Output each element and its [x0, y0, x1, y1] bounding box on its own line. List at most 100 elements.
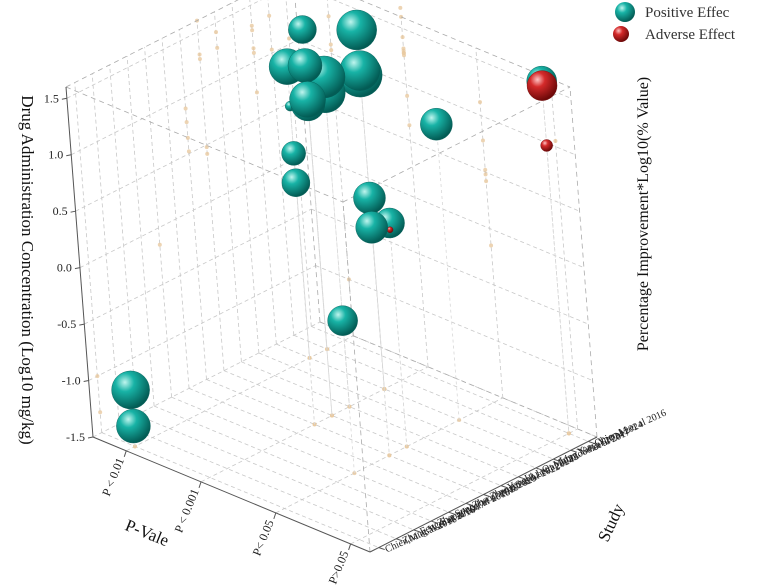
z-axis-line [65, 86, 94, 438]
wall-marker-left [184, 120, 189, 125]
wall-marker-back [398, 5, 403, 10]
y-tick-mark [535, 467, 543, 471]
drop-line [389, 229, 408, 447]
grid-line-left-z [66, 0, 262, 99]
grid-line-floor-p [350, 428, 578, 545]
z-tick-mark [83, 380, 89, 383]
grid-line-floor-study [223, 370, 502, 487]
wall-marker-back [553, 139, 558, 144]
bubble-adverse [386, 226, 394, 233]
y-tick-mark [588, 440, 595, 444]
bubble-positive [288, 15, 317, 44]
bubble-positive [336, 9, 377, 51]
y-tick-mark [483, 494, 490, 497]
wall-marker-left [183, 106, 188, 111]
grid-line-floor-study [119, 423, 397, 540]
y-tick-mark [378, 547, 385, 551]
drop-line [546, 145, 570, 434]
wall-marker-left [250, 28, 255, 33]
grid-line-floor-study [153, 405, 432, 522]
y-tick-mark [553, 458, 560, 462]
wall-marker-back [480, 138, 485, 143]
drop-line [295, 182, 315, 425]
wall-marker-left [197, 52, 202, 57]
y-tick-mark [413, 529, 420, 533]
wall-marker-left [185, 135, 190, 140]
z-tick-mark [66, 154, 72, 157]
grid-line-floor-study [136, 414, 414, 531]
grid-line-back-z [315, 265, 593, 381]
x-axis-title: P-Vale [122, 516, 171, 551]
drop-line [307, 99, 333, 416]
bubble-positive [327, 305, 358, 336]
wall-marker-left [98, 410, 103, 415]
z-tick-mark [61, 97, 67, 100]
y-tick-mark [448, 511, 455, 515]
wall-marker-left [251, 50, 256, 55]
legend: Positive Effec Adverse Effect [613, 2, 736, 43]
bubble-positive [339, 50, 381, 91]
box-edge [65, 0, 239, 88]
wall-marker-left [197, 57, 202, 62]
grid-line-floor-study [188, 387, 467, 504]
wall-marker-left [157, 242, 162, 247]
wall-marker-left [251, 46, 256, 51]
drop-line [324, 92, 350, 407]
legend-swatch-positive [615, 2, 635, 22]
y-tick-mark [570, 449, 577, 453]
x-tick-label: P< 0.05 [250, 518, 277, 558]
y-axis-title: Study [594, 500, 628, 544]
z-tick-label: 0.5 [53, 204, 68, 218]
size-axis-title: Percentage Improvement*Log10(% Value) [635, 77, 652, 351]
legend-swatch-adverse [613, 26, 629, 42]
bubbles [111, 9, 558, 444]
x-tick-mark [198, 481, 202, 489]
wall-marker-left [254, 90, 259, 95]
bubble-positive [281, 141, 306, 166]
grid-line-back-z [302, 95, 580, 212]
wall-marker-back [400, 35, 405, 40]
grid-line-left-study [231, 2, 260, 353]
wall-marker-back [484, 179, 489, 184]
x-axis-line [92, 436, 371, 553]
bubble-positive [287, 48, 323, 83]
grid-line-back-p [550, 78, 579, 429]
grid-line-floor-study [241, 361, 519, 478]
x-tick-label: P < 0.01 [99, 456, 127, 498]
box-edge [65, 86, 344, 203]
z-tick-mark [74, 267, 81, 270]
drop-line [342, 320, 355, 474]
grid-line-floor-study [311, 326, 589, 442]
box-edge [342, 86, 571, 203]
wall-marker-back [326, 14, 331, 19]
wall-marker-back [489, 243, 494, 248]
grid-line-floor-study [101, 432, 379, 548]
tick-labels: 1.5 1.0 0.5 0.0 -0.5 -1.0 -1.5 P < 0.01 P < 0.00… [44, 91, 668, 586]
wall-marker-back [401, 48, 406, 53]
grid-line-left-study [214, 11, 242, 362]
grid-line-left-study [109, 64, 138, 415]
bubble-adverse [526, 70, 558, 101]
z-tick-mark [79, 323, 85, 326]
grid-line-floor-p [126, 335, 354, 452]
bubble-positive [353, 181, 386, 215]
grid-line-back-p [400, 16, 429, 367]
bubble-positive [289, 81, 326, 118]
grid-line-floor-study [293, 334, 571, 451]
grid-line-left-study [196, 20, 225, 371]
grid-line-left-study [267, 0, 295, 336]
grid-line-back-z [311, 208, 589, 325]
wall-marker-left [95, 374, 100, 379]
drop-line [304, 65, 333, 416]
y-tick-mark [465, 502, 473, 506]
grid-line-back-p [475, 47, 504, 398]
wall-marker-back [399, 14, 404, 19]
y-tick-mark [500, 485, 508, 489]
wall-marker-left [215, 45, 220, 50]
bubble-positive [111, 370, 150, 410]
z-tick-label: 0.0 [57, 261, 72, 275]
bubble-positive [420, 108, 453, 141]
wall-marker-left [213, 30, 218, 35]
